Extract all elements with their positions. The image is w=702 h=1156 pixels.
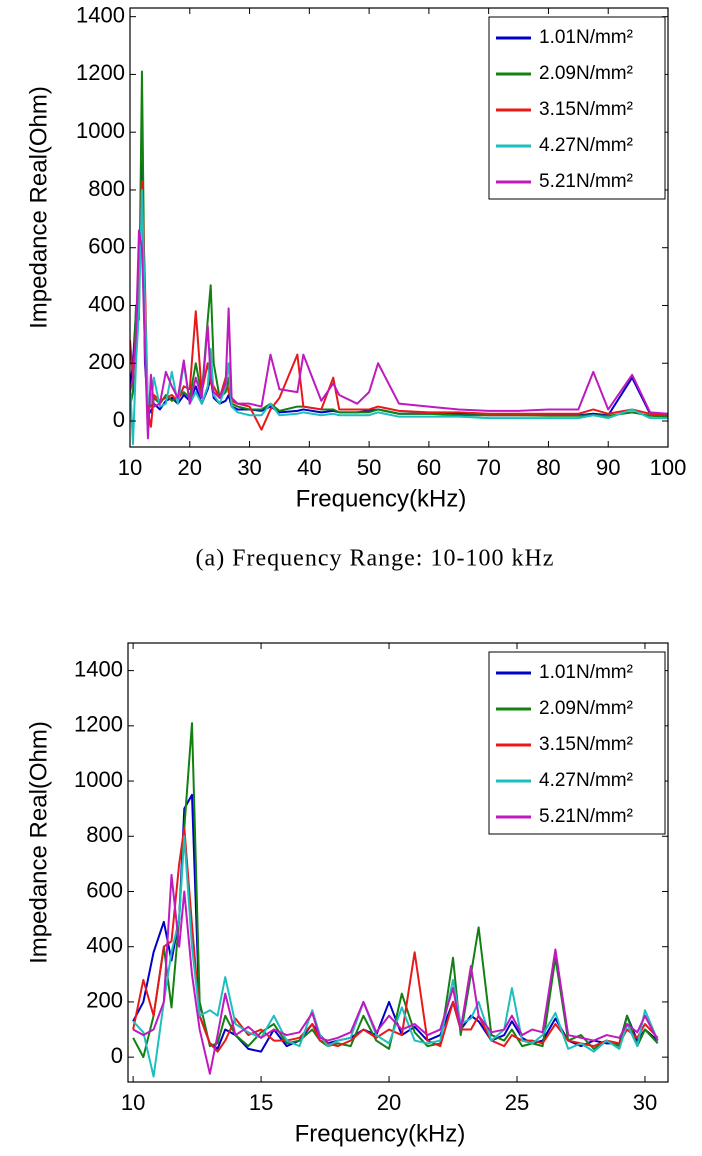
x-axis-label: Frequency(kHz) bbox=[296, 485, 467, 512]
legend: 1.01N/mm² 2.09N/mm² 3.15N/mm² 4.27N/mm² 5.21… bbox=[488, 16, 666, 200]
series-group bbox=[132, 722, 659, 1078]
y-tick-label: 1400 bbox=[76, 2, 125, 27]
x-tick-label: 90 bbox=[596, 455, 620, 480]
legend-label: 4.27N/mm² bbox=[539, 135, 633, 156]
y-tick-label: 400 bbox=[88, 291, 125, 316]
y-tick-label: 1000 bbox=[74, 767, 123, 792]
data-line bbox=[132, 873, 659, 1075]
x-tick-label: 25 bbox=[505, 1090, 529, 1115]
data-line bbox=[130, 229, 668, 440]
x-axis-label: Frequency(kHz) bbox=[295, 1120, 466, 1147]
y-tick-label: 600 bbox=[86, 877, 123, 902]
x-tick-label: 50 bbox=[357, 455, 381, 480]
y-axis-label: Impedance Real(Ohm) bbox=[25, 86, 52, 329]
legend-box bbox=[488, 651, 666, 835]
x-tick-label: 30 bbox=[633, 1090, 657, 1115]
legend-label: 3.15N/mm² bbox=[539, 734, 633, 755]
y-axis-label: Impedance Real(Ohm) bbox=[25, 721, 52, 964]
y-tick-label: 1200 bbox=[76, 60, 125, 85]
y-tick-label: 0 bbox=[111, 1043, 123, 1068]
y-tick-label: 1400 bbox=[74, 656, 123, 681]
y-tick-label: 200 bbox=[88, 349, 125, 374]
data-line bbox=[130, 188, 668, 446]
y-tick-label: 800 bbox=[86, 822, 123, 847]
legend-label: 2.09N/mm² bbox=[539, 698, 633, 719]
x-tick-label: 15 bbox=[249, 1090, 273, 1115]
y-tick-label: 0 bbox=[113, 407, 125, 432]
legend-label: 4.27N/mm² bbox=[539, 770, 633, 791]
x-tick-label: 10 bbox=[121, 1090, 145, 1115]
x-tick-label: 80 bbox=[536, 455, 560, 480]
data-line bbox=[132, 835, 659, 1078]
legend-label: 1.01N/mm² bbox=[539, 662, 633, 683]
caption: (a) Frequency Range: 10-100 kHz bbox=[196, 546, 555, 572]
data-line bbox=[132, 826, 659, 1053]
series-group bbox=[130, 70, 668, 446]
legend-label: 2.09N/mm² bbox=[539, 63, 633, 84]
x-tick-label: 40 bbox=[297, 455, 321, 480]
axes-frame bbox=[127, 642, 669, 1083]
x-tick-label: 60 bbox=[417, 455, 441, 480]
x-tick-label: 100 bbox=[650, 455, 687, 480]
y-tick-label: 800 bbox=[88, 176, 125, 201]
x-tick-label: 20 bbox=[178, 455, 202, 480]
legend-box bbox=[488, 16, 666, 200]
y-tick-label: 600 bbox=[88, 234, 125, 259]
x-tick-label: 20 bbox=[377, 1090, 401, 1115]
x-tick-label: 70 bbox=[476, 455, 500, 480]
legend-label: 3.15N/mm² bbox=[539, 99, 633, 120]
y-tick-label: 1200 bbox=[74, 712, 123, 737]
y-tick-label: 400 bbox=[86, 933, 123, 958]
x-tick-label: 30 bbox=[237, 455, 261, 480]
y-tick-label: 1000 bbox=[76, 118, 125, 143]
legend-label: 5.21N/mm² bbox=[539, 806, 633, 827]
legend-label: 5.21N/mm² bbox=[539, 171, 633, 192]
chart: 10 20 30 40 50 60 70 80 90 1000200400600800100012… bbox=[25, 2, 686, 571]
legend: 1.01N/mm² 2.09N/mm² 3.15N/mm² 4.27N/mm² 5.21… bbox=[488, 651, 666, 835]
x-tick-label: 10 bbox=[118, 455, 142, 480]
y-tick-label: 200 bbox=[86, 988, 123, 1013]
axes-frame bbox=[129, 7, 669, 448]
legend-label: 1.01N/mm² bbox=[539, 27, 633, 48]
chart: 10 15 20 25 30 0 200 400 600 800 1000 1200 1400 Frequ… bbox=[25, 642, 669, 1147]
